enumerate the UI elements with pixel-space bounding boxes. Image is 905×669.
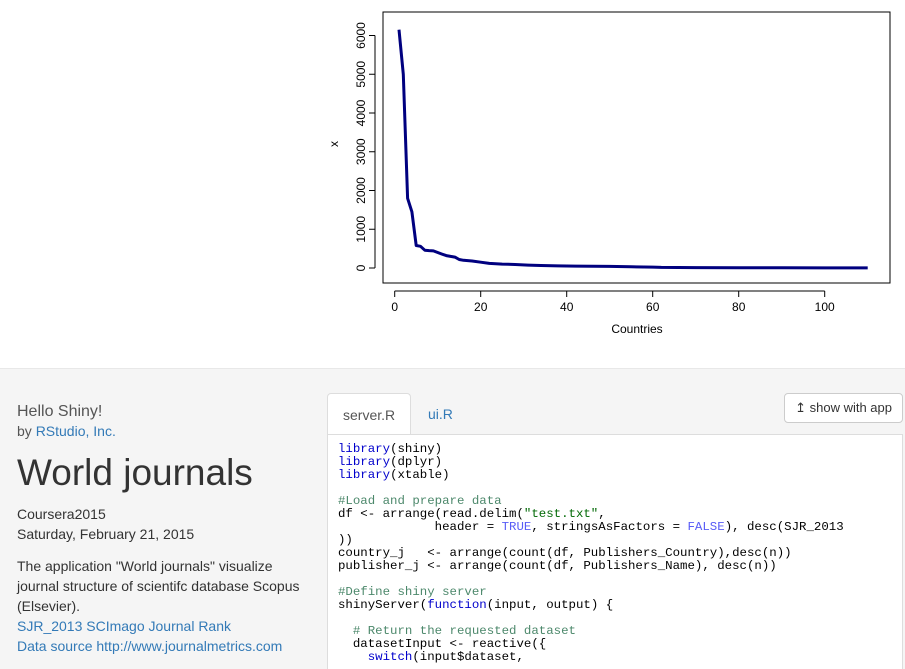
code-token: (input$dataset, bbox=[412, 650, 524, 664]
code-view: library(shiny) library(dplyr) library(xt… bbox=[327, 434, 903, 669]
data-source-link[interactable]: Data source http://www.journalmetrics.co… bbox=[17, 637, 283, 654]
line-chart: 0 20 40 60 80 1000100020003000400050006000Cou… bbox=[327, 11, 891, 336]
code-token: library bbox=[338, 468, 391, 482]
show-with-app-button[interactable]: ↥ show with app bbox=[784, 393, 903, 423]
code-line: # Return the requested dataset bbox=[338, 624, 576, 638]
code-token: (dplyr) bbox=[390, 455, 443, 469]
code-token: shinyServer( bbox=[338, 598, 428, 612]
code-line: library(shiny) bbox=[338, 442, 442, 456]
code-token: publisher_j <- arrange(count(df, Publish… bbox=[338, 559, 777, 573]
x-tick-label: 0 bbox=[391, 300, 398, 314]
code-token: ), desc(SJR_2013 bbox=[724, 520, 844, 534]
code-token: switch bbox=[367, 650, 413, 664]
code-line: #Define shiny server bbox=[338, 585, 487, 599]
code-line: switch(input$dataset, bbox=[338, 650, 524, 664]
author-line: by RStudio, Inc. bbox=[17, 423, 312, 439]
y-tick-label: 3000 bbox=[354, 138, 368, 165]
code-token: library bbox=[338, 442, 391, 456]
code-token: , stringsAsFactors = bbox=[531, 520, 688, 534]
code-token: (xtable) bbox=[390, 468, 450, 482]
series-line bbox=[397, 29, 868, 270]
code-line: library(dplyr) bbox=[338, 455, 442, 469]
x-tick-label: 20 bbox=[474, 300, 488, 314]
tab-ui-r[interactable]: ui.R bbox=[428, 406, 453, 422]
x-tick-label: 100 bbox=[815, 300, 835, 314]
code-line: library(xtable) bbox=[338, 468, 450, 482]
y-tick-label: 6000 bbox=[354, 22, 368, 49]
y-tick-label: 2000 bbox=[354, 177, 368, 204]
code-line: shinyServer(function(input, output) { bbox=[338, 598, 613, 612]
code-line: header = TRUE, stringsAsFactors = FALSE)… bbox=[338, 520, 844, 534]
code-token: TRUE bbox=[501, 520, 532, 534]
code-token: #Load and prepare data bbox=[338, 494, 502, 508]
code-token: df <- arrange(read.delim( bbox=[338, 507, 524, 521]
code-token: datasetInput <- reactive({ bbox=[338, 637, 547, 651]
y-tick-label: 1000 bbox=[354, 216, 368, 243]
code-token: , bbox=[598, 507, 606, 521]
code-token: "test.txt" bbox=[523, 507, 599, 521]
x-axis-title: Countries bbox=[611, 322, 662, 336]
x-tick-label: 60 bbox=[646, 300, 660, 314]
sjr-link[interactable]: SJR_2013 SCImago Journal Rank bbox=[17, 617, 232, 634]
app-panel: Hello Shiny! by RStudio, Inc. World jour… bbox=[0, 368, 905, 669]
x-tick-label: 80 bbox=[732, 300, 746, 314]
code-token: country_j <- arrange(count(df, Publisher… bbox=[338, 546, 792, 560]
code-token: function bbox=[427, 598, 487, 612]
x-tick-label: 40 bbox=[560, 300, 574, 314]
code-token: # Return the requested dataset bbox=[352, 624, 576, 638]
tab-server-r[interactable]: server.R bbox=[327, 393, 411, 435]
app-description: The application "World journals" visuali… bbox=[17, 557, 300, 614]
code-token bbox=[338, 650, 368, 664]
code-token: library bbox=[338, 455, 391, 469]
y-tick-label: 4000 bbox=[354, 99, 368, 126]
arrow-up-icon: ↥ bbox=[795, 400, 806, 415]
code-token: )) bbox=[338, 533, 353, 547]
code-token: (shiny) bbox=[390, 442, 443, 456]
course-label: Coursera2015 bbox=[17, 505, 106, 522]
code-line: )) bbox=[338, 533, 353, 547]
plot-area: 0 20 40 60 80 100 0 1000 2000 3000 4000 5000 6000 Cou… bbox=[327, 11, 891, 336]
code-block: library(shiny) library(dplyr) library(xt… bbox=[338, 443, 892, 664]
code-token bbox=[338, 624, 353, 638]
page-title: World journals bbox=[17, 452, 253, 493]
app-info: Hello Shiny! by RStudio, Inc. World jour… bbox=[17, 403, 312, 656]
y-tick-label: 0 bbox=[354, 264, 368, 271]
code-token: FALSE bbox=[687, 520, 725, 534]
hello-heading: Hello Shiny! bbox=[17, 403, 103, 420]
y-tick-label: 5000 bbox=[354, 61, 368, 88]
code-line: country_j <- arrange(count(df, Publisher… bbox=[338, 546, 792, 560]
code-line: publisher_j <- arrange(count(df, Publish… bbox=[338, 559, 777, 573]
code-token: (input, output) { bbox=[486, 598, 614, 612]
y-axis-title: x bbox=[327, 141, 341, 147]
code-line: #Load and prepare data bbox=[338, 494, 502, 508]
code-line: df <- arrange(read.delim("test.txt", bbox=[338, 507, 606, 521]
code-panel: server.R ui.R ↥ show with app library(sh… bbox=[327, 393, 903, 669]
plot-frame bbox=[382, 11, 891, 284]
code-token: header = bbox=[338, 520, 502, 534]
code-token: #Define shiny server bbox=[338, 585, 487, 599]
rstudio-link[interactable]: RStudio, Inc. bbox=[35, 423, 116, 439]
by-prefix: by bbox=[17, 423, 36, 439]
date-label: Saturday, February 21, 2015 bbox=[17, 525, 195, 542]
code-line: datasetInput <- reactive({ bbox=[338, 637, 546, 651]
show-with-app-label: show with app bbox=[809, 400, 892, 415]
